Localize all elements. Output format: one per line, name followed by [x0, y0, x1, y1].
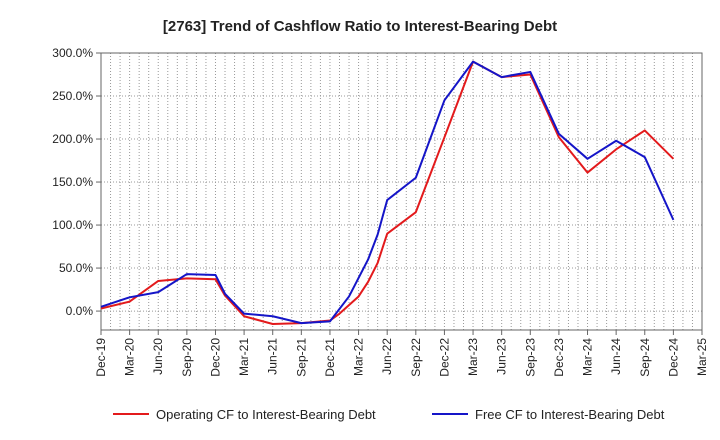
x-tick-label: Jun-24 — [609, 338, 623, 375]
chart-title: [2763] Trend of Cashflow Ratio to Intere… — [163, 18, 557, 35]
legend-label-2: Free CF to Interest-Bearing Debt — [475, 407, 665, 422]
x-tick-label: Dec-21 — [323, 338, 337, 377]
x-tick-label: Dec-19 — [94, 338, 108, 377]
x-tick-label: Mar-23 — [466, 338, 480, 376]
series-lines — [100, 60, 675, 325]
x-tick-label: Mar-25 — [695, 338, 709, 376]
x-tick-label: Mar-21 — [237, 338, 251, 376]
x-tick-label: Dec-20 — [208, 338, 222, 377]
x-tick-label: Mar-22 — [352, 338, 366, 376]
x-axis: Dec-19 Mar-20 Jun-20 Sep-20 Dec-20 Mar-21 Jun-… — [94, 330, 709, 377]
y-tick-label: 0.0% — [66, 304, 94, 318]
grid — [100, 52, 703, 330]
y-tick-label: 250.0% — [52, 89, 93, 103]
y-tick-label: 300.0% — [52, 46, 93, 60]
x-tick-label: Dec-24 — [666, 338, 680, 377]
x-tick-label: Jun-21 — [266, 338, 280, 375]
y-tick-label: 200.0% — [52, 132, 93, 146]
x-tick-label: Mar-24 — [581, 338, 595, 376]
x-tick-label: Jun-23 — [495, 338, 509, 375]
y-tick-label: 100.0% — [52, 218, 93, 232]
x-tick-label: Jun-22 — [380, 338, 394, 375]
legend-label-1: Operating CF to Interest-Bearing Debt — [156, 407, 376, 422]
x-tick-label: Sep-22 — [409, 338, 423, 377]
y-axis: 0.0% 50.0% 100.0% 150.0% 200.0% 250.0% 300.0% — [52, 46, 101, 318]
series-line-1 — [100, 60, 675, 325]
y-tick-label: 150.0% — [52, 175, 93, 189]
plot-area — [100, 52, 703, 331]
series-line-2 — [100, 60, 675, 325]
x-tick-label: Sep-24 — [638, 338, 652, 377]
x-tick-label: Dec-23 — [552, 338, 566, 377]
x-tick-label: Jun-20 — [151, 338, 165, 375]
legend: Operating CF to Interest-Bearing Debt Fre… — [113, 407, 665, 422]
x-tick-label: Mar-20 — [123, 338, 137, 376]
x-tick-label: Dec-22 — [437, 338, 451, 377]
x-tick-label: Sep-21 — [294, 338, 308, 377]
y-tick-label: 50.0% — [59, 261, 93, 275]
x-tick-label: Sep-20 — [180, 338, 194, 377]
x-tick-label: Sep-23 — [523, 338, 537, 377]
